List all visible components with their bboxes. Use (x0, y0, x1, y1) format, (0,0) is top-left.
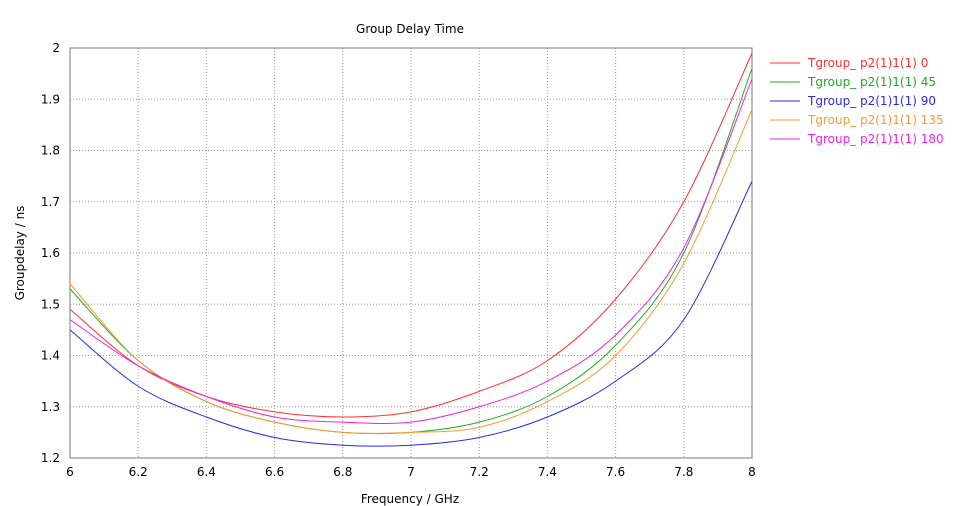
x-tick-label: 6.8 (333, 465, 352, 479)
series-line-4 (69, 78, 753, 424)
y-tick-label: 1.6 (41, 246, 60, 260)
y-tick-label: 1.2 (41, 451, 60, 465)
series-line-0 (69, 52, 753, 418)
y-axis-title: Groupdelay / ns (13, 206, 27, 301)
x-tick-label: 7.8 (674, 465, 693, 479)
x-tick-label: 7.6 (606, 465, 625, 479)
plot-area-frame (69, 47, 753, 459)
grid (70, 48, 752, 458)
x-tick-label: 7.2 (470, 465, 489, 479)
legend: Tgroup_ p2(1)1(1) 0 Tgroup_ p2(1)1(1) 45 T… (770, 56, 944, 146)
x-tick-label: 8 (748, 465, 756, 479)
x-tick-label: 6.4 (197, 465, 216, 479)
y-axis-ticks: 1.2 1.3 1.4 1.5 1.6 1.7 1.8 1.9 2 (41, 41, 60, 465)
chart-title: Group Delay Time (356, 22, 464, 36)
series-line-3 (69, 109, 753, 434)
x-axis-ticks: 6 6.2 6.4 6.6 6.8 7 7.2 7.4 7.6 7.8 8 (66, 465, 756, 479)
x-tick-label: 6.6 (265, 465, 284, 479)
y-tick-label: 1.4 (41, 349, 60, 363)
legend-label: Tgroup_ p2(1)1(1) 180 (807, 132, 944, 146)
x-tick-label: 6 (66, 465, 74, 479)
y-tick-label: 1.3 (41, 400, 60, 414)
y-tick-label: 1.7 (41, 195, 60, 209)
legend-label: Tgroup_ p2(1)1(1) 45 (807, 75, 936, 89)
x-tick-label: 7.4 (538, 465, 557, 479)
y-tick-label: 1.8 (41, 144, 60, 158)
y-tick-label: 1.5 (41, 297, 60, 311)
legend-label: Tgroup_ p2(1)1(1) 90 (807, 94, 936, 108)
x-tick-label: 6.2 (129, 465, 148, 479)
y-tick-label: 1.9 (41, 92, 60, 106)
y-tick-label: 2 (52, 41, 60, 55)
legend-label: Tgroup_ p2(1)1(1) 0 (807, 56, 928, 70)
series-lines (69, 52, 753, 447)
x-axis-title: Frequency / GHz (361, 492, 459, 506)
x-tick-label: 7 (407, 465, 415, 479)
series-line-2 (69, 181, 753, 447)
legend-label: Tgroup_ p2(1)1(1) 135 (807, 113, 944, 127)
